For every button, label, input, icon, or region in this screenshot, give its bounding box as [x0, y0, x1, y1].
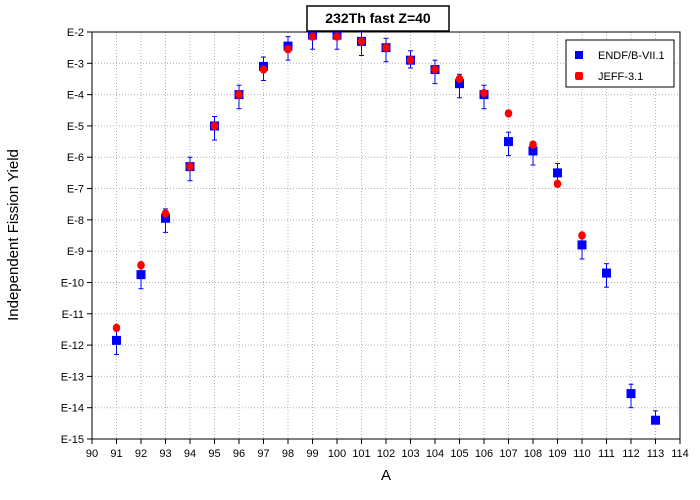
data-point-jeff: [210, 121, 219, 131]
y-axis-ticks: E-2 E-3 E-4 E-5 E-6 E-7 E-8 E-9 E-10 E-11 E-12 E-13…: [61, 27, 92, 446]
chart-title-box: [306, 5, 450, 32]
data-point-endf: [577, 240, 587, 250]
data-point-jeff: [406, 55, 415, 65]
x-tick-label: 94: [184, 448, 196, 460]
x-tick-label: 110: [573, 448, 591, 460]
data-point-jeff: [504, 109, 513, 118]
x-axis-label: A: [381, 467, 391, 484]
x-tick-label: 108: [524, 448, 542, 460]
y-tick-label: E-5: [67, 121, 84, 133]
y-tick-label: E-2: [67, 27, 84, 39]
legend-marker-jeff: [575, 72, 583, 80]
data-point-endf: [112, 335, 121, 345]
data-point-jeff: [235, 90, 243, 99]
x-tick-label: 111: [598, 448, 615, 460]
data-point-endf: [651, 415, 660, 425]
data-point-jeff: [455, 74, 464, 84]
chart-title: 232Th fast Z=40: [325, 10, 431, 26]
data-point-jeff: [112, 323, 121, 333]
y-axis-label: Independent Fission Yield: [5, 149, 22, 321]
legend: ENDF/B-VII.1 JEFF-3.1: [565, 39, 675, 88]
x-tick-label: 104: [426, 448, 444, 460]
legend-marker-endf: [575, 51, 583, 59]
data-point-jeff: [553, 179, 562, 189]
y-tick-label: E-12: [61, 340, 84, 352]
data-point-jeff: [578, 231, 586, 240]
data-point-endf: [504, 137, 513, 147]
y-tick-label: E-13: [61, 371, 84, 383]
x-tick-label: 90: [86, 448, 98, 460]
data-point-jeff: [137, 261, 145, 270]
data-point-endf: [161, 213, 170, 223]
data-point-jeff: [308, 32, 317, 41]
data-point-endf: [136, 270, 146, 280]
data-point-jeff: [161, 209, 170, 218]
y-tick-label: E-8: [67, 215, 84, 227]
x-axis-ticks: 90 91 92 93 94 95 96 97 98 99 100 101 102 103 104 105 10…: [86, 439, 689, 460]
y-tick-label: E-7: [67, 184, 84, 196]
y-tick-label: E-10: [61, 277, 84, 289]
x-tick-label: 102: [377, 448, 395, 460]
y-tick-label: E-9: [67, 246, 84, 258]
x-tick-label: 98: [282, 448, 294, 460]
x-tick-label: 93: [159, 448, 171, 460]
legend-label-endf: ENDF/B-VII.1: [598, 50, 665, 62]
data-point-jeff: [382, 43, 390, 52]
x-tick-label: 95: [208, 448, 220, 460]
data-point-jeff: [259, 65, 268, 74]
data-point-endf: [455, 79, 464, 89]
data-point-jeff: [431, 65, 439, 74]
y-tick-label: E-4: [67, 90, 84, 102]
y-tick-label: E-15: [61, 434, 84, 446]
x-tick-label: 112: [622, 448, 640, 460]
x-tick-label: 106: [475, 448, 493, 460]
x-tick-label: 103: [401, 448, 419, 460]
y-tick-label: E-14: [61, 403, 84, 415]
x-tick-label: 97: [257, 448, 269, 460]
legend-box: [565, 39, 675, 88]
data-point-jeff: [357, 37, 366, 46]
data-point-jeff: [529, 140, 537, 149]
series-marks: [112, 28, 660, 425]
x-tick-label: 101: [352, 448, 370, 460]
x-tick-label: 114: [671, 448, 689, 460]
data-point-jeff: [186, 162, 194, 171]
x-tick-label: 91: [110, 448, 122, 460]
legend-label-jeff: JEFF-3.1: [598, 71, 643, 83]
y-tick-label: E-6: [67, 152, 84, 164]
x-tick-label: 109: [548, 448, 566, 460]
data-point-jeff: [284, 45, 292, 54]
x-tick-label: 99: [306, 448, 318, 460]
y-tick-label: E-3: [67, 58, 84, 70]
x-tick-label: 107: [499, 448, 517, 460]
x-tick-label: 113: [647, 448, 665, 460]
data-point-endf: [553, 168, 562, 178]
data-point-jeff: [333, 32, 341, 41]
x-tick-label: 105: [450, 448, 468, 460]
data-point-endf: [626, 389, 636, 399]
x-tick-label: 92: [135, 448, 147, 460]
data-point-endf: [602, 268, 611, 278]
x-tick-label: 100: [328, 448, 346, 460]
y-tick-label: E-11: [62, 309, 84, 321]
data-point-jeff: [480, 88, 488, 98]
data-point-endf: [528, 146, 538, 156]
x-tick-label: 96: [233, 448, 245, 460]
